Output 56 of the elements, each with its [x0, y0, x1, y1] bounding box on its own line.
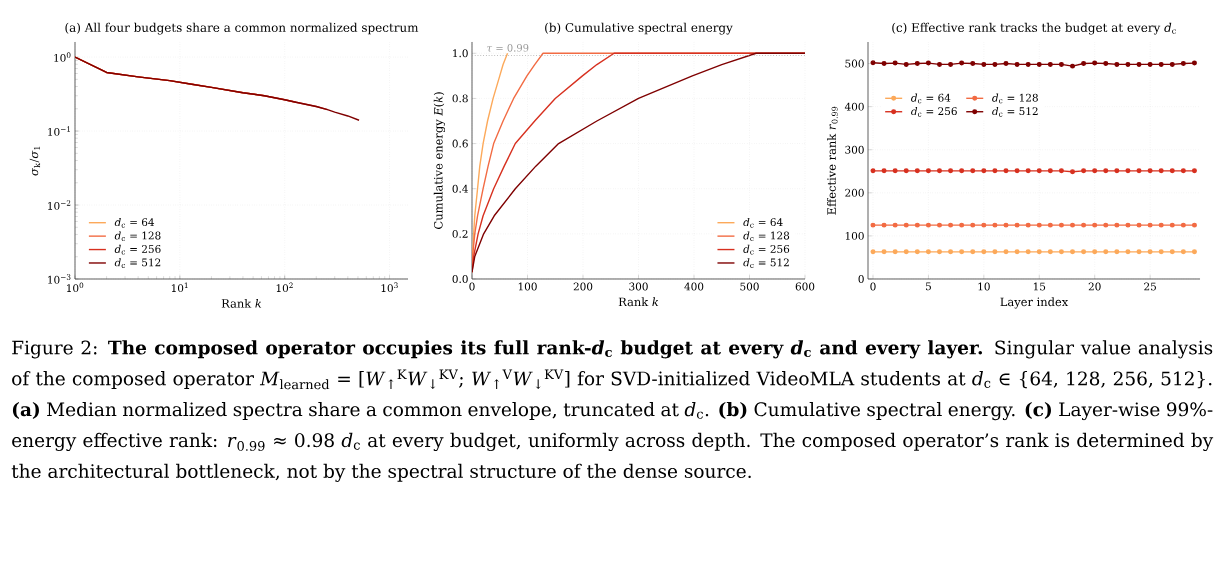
x-tick-label: 300	[629, 282, 648, 291]
x-tick-label: 10$^{0}$	[67, 282, 84, 293]
x-tick-label: 10$^{3}$	[381, 282, 398, 293]
y-tick-label: 10$^{−3}$	[48, 274, 71, 284]
y-tick-label: 300	[845, 145, 864, 154]
x-tick-label: 10	[978, 282, 990, 291]
legend-label: d$_{c}$ = 256	[743, 244, 790, 255]
x-tick-label: 25	[1144, 282, 1156, 291]
legend-label: d$_{c}$ = 256	[911, 107, 957, 117]
x-tick-label: 15	[1033, 282, 1046, 291]
legend-label: d$_{c}$ = 64	[114, 217, 155, 228]
ref-line-label: τ = 0.99	[487, 44, 529, 52]
legend-label: d$_{c}$ = 128	[743, 231, 790, 242]
y-tick-label: 10$^{−1}$	[48, 126, 70, 136]
x-tick-label: 400	[684, 282, 704, 291]
legend-label: d$_{c}$ = 128	[992, 93, 1038, 104]
y-axis-title: Cumulative energy E(k)	[433, 92, 446, 229]
y-tick-label: 0.0	[452, 275, 468, 283]
chart-title: (c) Effective rank tracks the budget at every d$_{c}$	[892, 22, 1176, 35]
legend-label: d$_{c}$ = 512	[114, 258, 161, 268]
x-tick-label: 10$^{1}$	[171, 282, 188, 293]
legend-label: d$_{c}$ = 128	[114, 231, 161, 242]
legend-label: d$_{c}$ = 512	[743, 258, 789, 268]
x-tick-label: 5	[925, 282, 931, 291]
y-tick-label: 0.6	[452, 139, 468, 148]
y-tick-label: 0.4	[452, 184, 468, 193]
x-tick-label: 0	[870, 282, 876, 291]
y-tick-label: 100	[845, 231, 864, 240]
legend-label: d$_{c}$ = 256	[114, 244, 161, 255]
x-tick-label: 500	[740, 282, 759, 291]
y-tick-label: 1.0	[453, 49, 468, 58]
y-tick-label: 0.2	[452, 229, 468, 238]
y-tick-label: 500	[845, 59, 864, 68]
y-tick-label: 10$^{−2}$	[48, 200, 71, 210]
y-tick-label: 0.8	[452, 94, 468, 103]
y-tick-label: 0	[858, 275, 864, 283]
x-tick-label: 10$^{2}$	[276, 282, 293, 293]
x-axis-title: Rank k	[618, 297, 659, 307]
x-tick-label: 600	[795, 282, 815, 291]
y-tick-label: 10$^{0}$	[54, 52, 71, 62]
x-tick-label: 0	[469, 282, 475, 291]
x-axis-title: Layer index	[1000, 297, 1069, 309]
y-axis-title: Effective rank r$_{0.99}$	[827, 106, 838, 215]
y-tick-label: 400	[844, 102, 864, 111]
legend-label: d$_{c}$ = 64	[911, 93, 951, 104]
x-axis-title: Rank k	[221, 298, 262, 308]
legend-label: d$_{c}$ = 512	[992, 107, 1038, 117]
y-tick-label: 200	[845, 188, 864, 197]
text: Figure 2: The composed operator occupies its full rank-d$_{c}$ budget at every d$_{c}$ and every layer. Singular value analysis of the composed operator M$_{learned}$ = [W$_{↑}$$^{K}$W$_{↓}$$^{KV}$; W$_{↑}$$^{V}$W$_{↓}$$^{KV}$] for SVD-initialized VideoMLA students at d$_{c}$ ∈ {64, 128, 256, 512}. (a) Median normalized spectra share a common envelope, truncated at d$_{c}$. (b) Cumulative spectral energy. (c) Layer-wise 99%-energy effective rank: r$_{0.99}$ ≈ 0.98 d$_{c}$ at every budget, uniformly across depth. The composed operator’s rank is determined by the architectural bottleneck, not by the spectral structure of the dense source.	[11, 340, 1214, 482]
x-tick-label: 100	[518, 282, 537, 291]
y-axis-title: σ$_{k}$/σ$_{1}$	[29, 146, 41, 176]
chart-title: (b) Cumulative spectral energy	[545, 22, 733, 35]
legend-label: d$_{c}$ = 64	[743, 217, 783, 228]
x-tick-label: 20	[1088, 282, 1101, 291]
x-tick-label: 200	[573, 282, 593, 291]
chart-title: (a) All four budgets share a common normalized spectrum	[65, 22, 419, 35]
